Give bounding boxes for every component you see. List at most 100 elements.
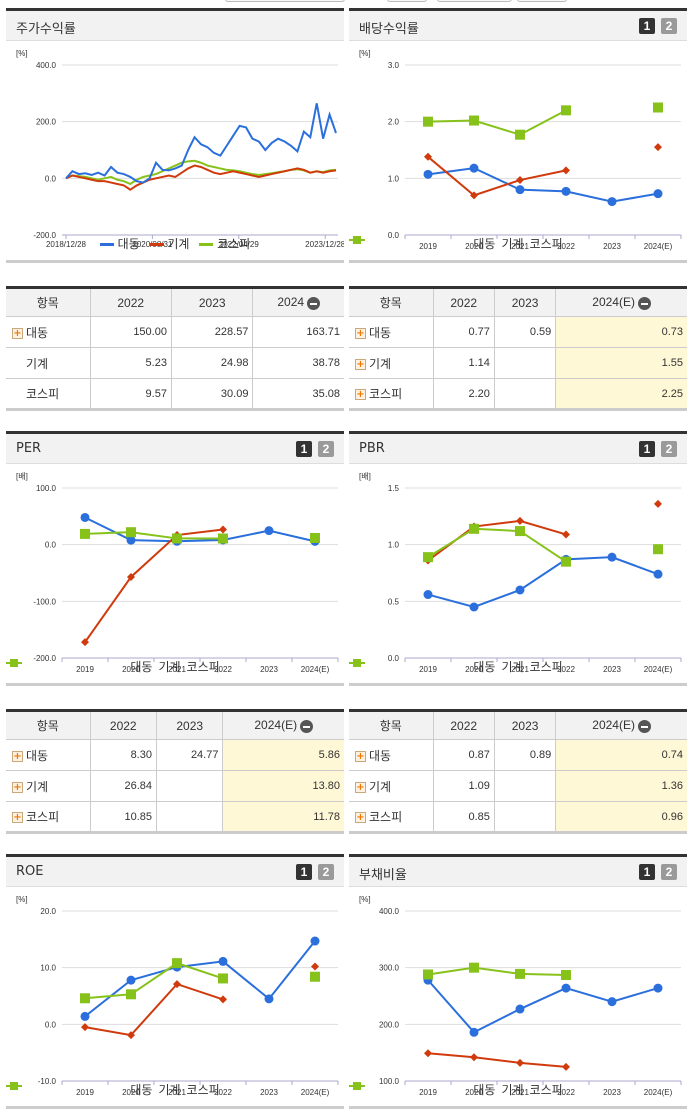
data-point[interactable] — [562, 530, 570, 539]
data-point[interactable] — [516, 1058, 524, 1067]
data-point[interactable] — [127, 572, 135, 581]
data-point[interactable] — [80, 993, 90, 1004]
data-point[interactable] — [469, 602, 479, 612]
legend-item-s3[interactable]: 코스피 — [349, 1081, 563, 1098]
expand-icon[interactable]: + — [355, 812, 366, 823]
data-point[interactable] — [172, 958, 182, 969]
data-point[interactable] — [516, 516, 524, 525]
legend-item-s2[interactable]: 기계 — [6, 658, 181, 675]
data-point[interactable] — [515, 968, 525, 979]
data-point[interactable] — [515, 585, 525, 595]
page-2-button[interactable]: 2 — [661, 18, 677, 34]
data-point[interactable] — [654, 499, 662, 508]
data-point[interactable] — [126, 989, 136, 1000]
data-point[interactable] — [607, 552, 617, 562]
expand-icon[interactable]: + — [355, 358, 366, 370]
expand-icon[interactable]: + — [12, 750, 23, 762]
data-point[interactable] — [561, 556, 571, 567]
legend-item-s1[interactable]: 대동 — [6, 658, 152, 675]
data-point[interactable] — [469, 163, 479, 173]
toolbar-button[interactable] — [225, 0, 345, 2]
data-point[interactable] — [80, 512, 90, 522]
data-point[interactable] — [172, 533, 182, 544]
collapse-icon[interactable] — [637, 296, 651, 310]
expand-icon[interactable]: + — [12, 781, 23, 793]
expand-icon[interactable]: + — [355, 327, 366, 339]
data-point[interactable] — [515, 185, 525, 195]
data-point[interactable] — [264, 994, 274, 1004]
page-1-button[interactable]: 1 — [639, 864, 655, 880]
data-point[interactable] — [126, 527, 136, 538]
data-point[interactable] — [218, 533, 228, 544]
toolbar-button[interactable] — [437, 0, 512, 2]
page-1-button[interactable]: 1 — [639, 441, 655, 457]
line-chart[interactable]: [%]400.0200.00.0-200.02018/12/282020/08/… — [6, 41, 344, 263]
data-point[interactable] — [218, 973, 228, 984]
data-point[interactable] — [218, 956, 228, 966]
data-point[interactable] — [310, 936, 320, 946]
legend-item-s3[interactable]: 코스피 — [6, 1081, 220, 1098]
data-point[interactable] — [469, 523, 479, 534]
data-point[interactable] — [561, 105, 571, 116]
data-point[interactable] — [310, 532, 320, 543]
data-point[interactable] — [423, 552, 433, 563]
line-chart[interactable]: [배] 100.0 0.0 -100.0 -200.0 2019 2020 2021 2022 2… — [6, 464, 344, 686]
legend-item-s2[interactable]: 기계 — [349, 235, 524, 252]
collapse-icon[interactable] — [637, 719, 651, 733]
data-point[interactable] — [562, 1062, 570, 1071]
expand-icon[interactable]: + — [12, 812, 23, 823]
data-point[interactable] — [607, 197, 617, 207]
collapse-icon[interactable] — [307, 296, 321, 310]
page-1-button[interactable]: 1 — [296, 441, 312, 457]
data-point[interactable] — [423, 169, 433, 179]
data-point[interactable] — [654, 143, 662, 152]
data-point[interactable] — [515, 1004, 525, 1014]
legend-item-s2[interactable]: 기계 — [349, 1081, 524, 1098]
expand-icon[interactable]: + — [355, 750, 366, 762]
expand-icon[interactable]: + — [355, 389, 366, 400]
legend-item-s3[interactable]: 코스피 — [199, 235, 250, 252]
legend-item-s1[interactable]: 대동 — [349, 235, 495, 252]
data-point[interactable] — [264, 526, 274, 536]
data-point[interactable] — [561, 186, 571, 196]
data-point[interactable] — [80, 528, 90, 539]
legend-item-s3[interactable]: 코스피 — [6, 658, 220, 675]
data-point[interactable] — [424, 152, 432, 161]
page-1-button[interactable]: 1 — [296, 864, 312, 880]
legend-item-s1[interactable]: 대동 — [99, 235, 140, 252]
page-2-button[interactable]: 2 — [661, 864, 677, 880]
data-point[interactable] — [653, 189, 663, 199]
data-point[interactable] — [424, 1049, 432, 1058]
data-point[interactable] — [219, 995, 227, 1004]
data-point[interactable] — [219, 525, 227, 534]
data-point[interactable] — [80, 1011, 90, 1021]
data-point[interactable] — [469, 1027, 479, 1037]
line-chart[interactable]: [배] 1.5 1.0 0.5 0.0 2019 2020 2021 2022 2023 2024(… — [349, 464, 687, 686]
data-point[interactable] — [127, 1031, 135, 1040]
toolbar-button[interactable] — [387, 0, 427, 2]
data-point[interactable] — [653, 544, 663, 555]
data-point[interactable] — [561, 970, 571, 981]
data-point[interactable] — [515, 129, 525, 140]
data-point[interactable] — [311, 962, 319, 971]
expand-icon[interactable]: + — [355, 781, 366, 793]
page-1-button[interactable]: 1 — [639, 18, 655, 34]
data-point[interactable] — [516, 176, 524, 185]
data-point[interactable] — [607, 997, 617, 1007]
data-point[interactable] — [423, 969, 433, 980]
legend-item-s2[interactable]: 기계 — [6, 1081, 181, 1098]
legend-item-s1[interactable]: 대동 — [6, 1081, 152, 1098]
data-point[interactable] — [470, 191, 478, 200]
page-2-button[interactable]: 2 — [318, 864, 334, 880]
data-point[interactable] — [653, 102, 663, 113]
data-point[interactable] — [173, 980, 181, 989]
data-point[interactable] — [561, 983, 571, 993]
data-point[interactable] — [470, 1053, 478, 1062]
legend-item-s3[interactable]: 코스피 — [349, 235, 563, 252]
data-point[interactable] — [423, 116, 433, 127]
legend-item-s1[interactable]: 대동 — [349, 658, 495, 675]
line-chart[interactable]: [%] 3.0 2.0 1.0 0.0 2019 2020 2021 2022 2023 2024(… — [349, 41, 687, 263]
expand-icon[interactable]: + — [12, 327, 23, 339]
data-point[interactable] — [469, 962, 479, 973]
data-point[interactable] — [515, 526, 525, 537]
